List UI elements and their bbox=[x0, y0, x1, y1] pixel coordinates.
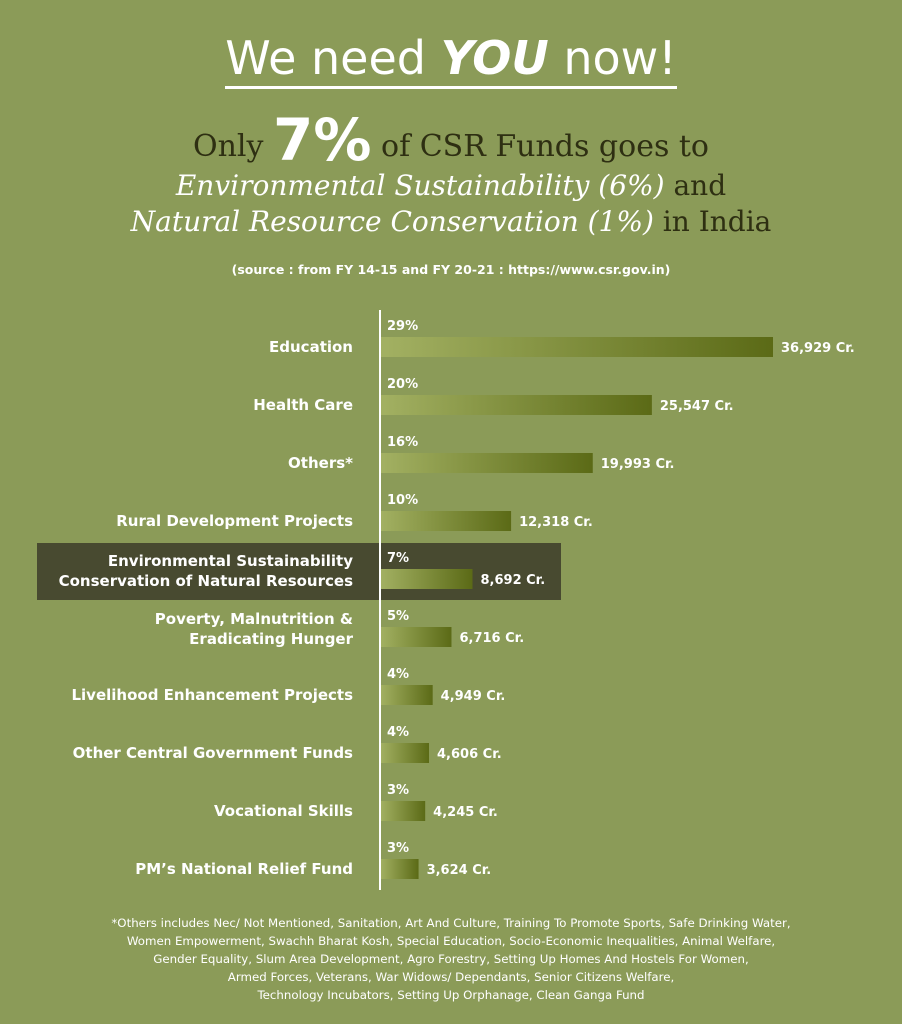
headline-emphasis: YOU bbox=[440, 31, 549, 85]
subheading-env-sustainability: Environmental Sustainability (6%) bbox=[175, 169, 665, 202]
footnote-line: Technology Incubators, Setting Up Orphan… bbox=[257, 988, 645, 1002]
value-label: 4,606 Cr. bbox=[437, 747, 502, 762]
footnote-line: Gender Equality, Slum Area Development, … bbox=[153, 952, 749, 966]
category-label-line: Eradicating Hunger bbox=[189, 630, 353, 648]
highlight-box bbox=[37, 543, 561, 600]
category-label: Rural Development Projects bbox=[116, 512, 353, 530]
percent-label: 5% bbox=[387, 609, 409, 624]
headline-pre: We need bbox=[225, 31, 441, 85]
percent-label: 29% bbox=[387, 319, 418, 334]
subheading-only: Only bbox=[192, 129, 273, 164]
value-label: 8,692 Cr. bbox=[481, 573, 546, 588]
category-label: Health Care bbox=[253, 396, 353, 414]
source-note: (source : from FY 14-15 and FY 20-21 : h… bbox=[231, 262, 671, 277]
category-label: Livelihood Enhancement Projects bbox=[71, 686, 353, 704]
bar bbox=[380, 801, 426, 821]
bar bbox=[380, 395, 652, 415]
category-label: PM’s National Relief Fund bbox=[135, 860, 353, 878]
subheading-big-percent: 7% bbox=[272, 106, 372, 174]
subheading-line-1: Only 7% of CSR Funds goes to bbox=[0, 110, 902, 177]
subheading-resource-conservation: Natural Resource Conservation (1%) bbox=[130, 205, 654, 238]
headline: We need YOU now! bbox=[0, 28, 902, 89]
bar bbox=[380, 859, 419, 879]
percent-label: 20% bbox=[387, 377, 418, 392]
percent-label: 10% bbox=[387, 493, 418, 508]
footnote-line: *Others includes Nec/ Not Mentioned, San… bbox=[111, 916, 791, 930]
category-label: Vocational Skills bbox=[214, 802, 353, 820]
percent-label: 16% bbox=[387, 435, 418, 450]
footnote-line: Women Empowerment, Swachh Bharat Kosh, S… bbox=[126, 934, 776, 948]
value-label: 3,624 Cr. bbox=[427, 863, 492, 878]
headline-underlined: We need YOU now! bbox=[225, 31, 677, 89]
percent-label: 3% bbox=[387, 783, 409, 798]
percent-label: 3% bbox=[387, 841, 409, 856]
bar bbox=[380, 627, 452, 647]
percent-label: 7% bbox=[387, 551, 409, 566]
percent-label: 4% bbox=[387, 667, 409, 682]
bar bbox=[380, 337, 773, 357]
bar bbox=[380, 685, 433, 705]
category-label: Poverty, Malnutrition & Eradicating Hunge… bbox=[155, 610, 354, 648]
value-label: 25,547 Cr. bbox=[660, 399, 734, 414]
category-label: Environmental Sustainability Conservation… bbox=[59, 552, 354, 590]
subheading-and: and bbox=[664, 169, 727, 202]
subheading-line-3: Natural Resource Conservation (1%) in In… bbox=[0, 204, 902, 240]
footnote: *Others includes Nec/ Not Mentioned, San… bbox=[0, 914, 902, 1004]
headline-post: now! bbox=[548, 31, 677, 85]
value-label: 19,993 Cr. bbox=[601, 457, 675, 472]
value-label: 6,716 Cr. bbox=[459, 631, 524, 646]
category-label: Other Central Government Funds bbox=[73, 744, 353, 762]
value-label: 4,949 Cr. bbox=[441, 689, 506, 704]
bar bbox=[380, 511, 512, 531]
value-label: 12,318 Cr. bbox=[519, 515, 593, 530]
subheading-in-india: in India bbox=[653, 205, 772, 238]
footnote-line: Armed Forces, Veterans, War Widows/ Depe… bbox=[227, 970, 675, 984]
category-label-line: Conservation of Natural Resources bbox=[59, 572, 353, 590]
bar bbox=[380, 743, 430, 763]
value-label: 4,245 Cr. bbox=[433, 805, 498, 820]
category-label-line: Poverty, Malnutrition & bbox=[155, 610, 353, 628]
subheading-csr-funds: of CSR Funds goes to bbox=[371, 129, 709, 164]
subheading-line-2: Environmental Sustainability (6%) and bbox=[0, 168, 902, 204]
category-label: Education bbox=[269, 338, 353, 356]
bar bbox=[380, 453, 593, 473]
csr-bar-chart: 29% 36,929 Cr. Education 20% 25,547 Cr. Healt… bbox=[37, 310, 855, 890]
category-label: Others* bbox=[288, 454, 353, 472]
value-label: 36,929 Cr. bbox=[781, 341, 855, 356]
percent-label: 4% bbox=[387, 725, 409, 740]
bar bbox=[380, 569, 473, 589]
category-label-line: Environmental Sustainability bbox=[108, 552, 353, 570]
